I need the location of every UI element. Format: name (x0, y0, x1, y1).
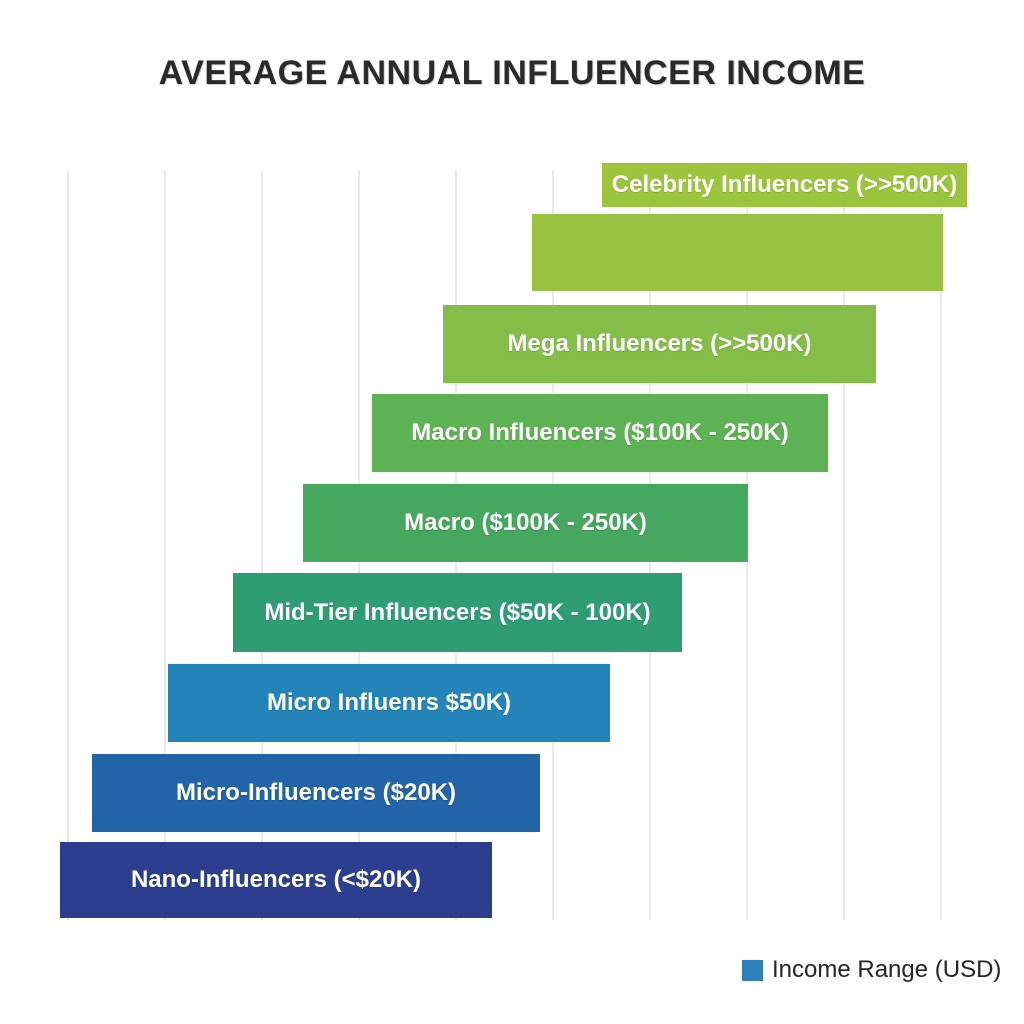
legend-swatch-icon (742, 959, 763, 981)
bar-label: Micro-Influencers ($20K) (175, 779, 457, 806)
bar-label: Celebrity Influencers (>>500K) (611, 171, 958, 198)
bar-macro-100k-250k: Macro ($100K - 250K) (303, 484, 748, 562)
bar-label: Macro ($100K - 250K) (404, 509, 647, 536)
bar-mid-tier-influencers-50k-100k: Mid-Tier Influencers ($50K - 100K) (233, 573, 682, 652)
vertical-gridline (940, 170, 942, 920)
legend-label: Income Range (USD) (772, 956, 1002, 983)
vertical-gridline (261, 170, 263, 920)
bar-mega-influencers-500k: Mega Influencers (>>500K) (443, 305, 876, 383)
vertical-gridline (843, 170, 845, 920)
bar-label: Macro Influencers ($100K - 250K) (411, 419, 789, 446)
bar-unlabeled (532, 214, 943, 291)
bar-micro-influencers-20k: Micro-Influencers ($20K) (92, 754, 540, 832)
vertical-gridline (67, 170, 69, 920)
chart-title: AVERAGE ANNUAL INFLUENCER INCOME (158, 54, 866, 92)
bar-macro-influencers-100k-250k: Macro Influencers ($100K - 250K) (372, 394, 828, 472)
legend: Income Range (USD) (742, 956, 1001, 984)
bar-label: Nano-Influencers (<$20K) (130, 866, 422, 893)
bar-label: Mega Influencers (>>500K) (507, 330, 812, 357)
bar-label: Micro Influenrs $50K) (266, 689, 512, 716)
bar-micro-influenrs-50k: Micro Influenrs $50K) (168, 664, 610, 742)
bar-label: Mid-Tier Influencers ($50K - 100K) (264, 598, 651, 626)
bar-celebrity-influencers-500k: Celebrity Influencers (>>500K) (602, 163, 967, 207)
vertical-gridline (164, 170, 166, 920)
bar-nano-influencers-20k: Nano-Influencers (<$20K) (60, 842, 492, 918)
